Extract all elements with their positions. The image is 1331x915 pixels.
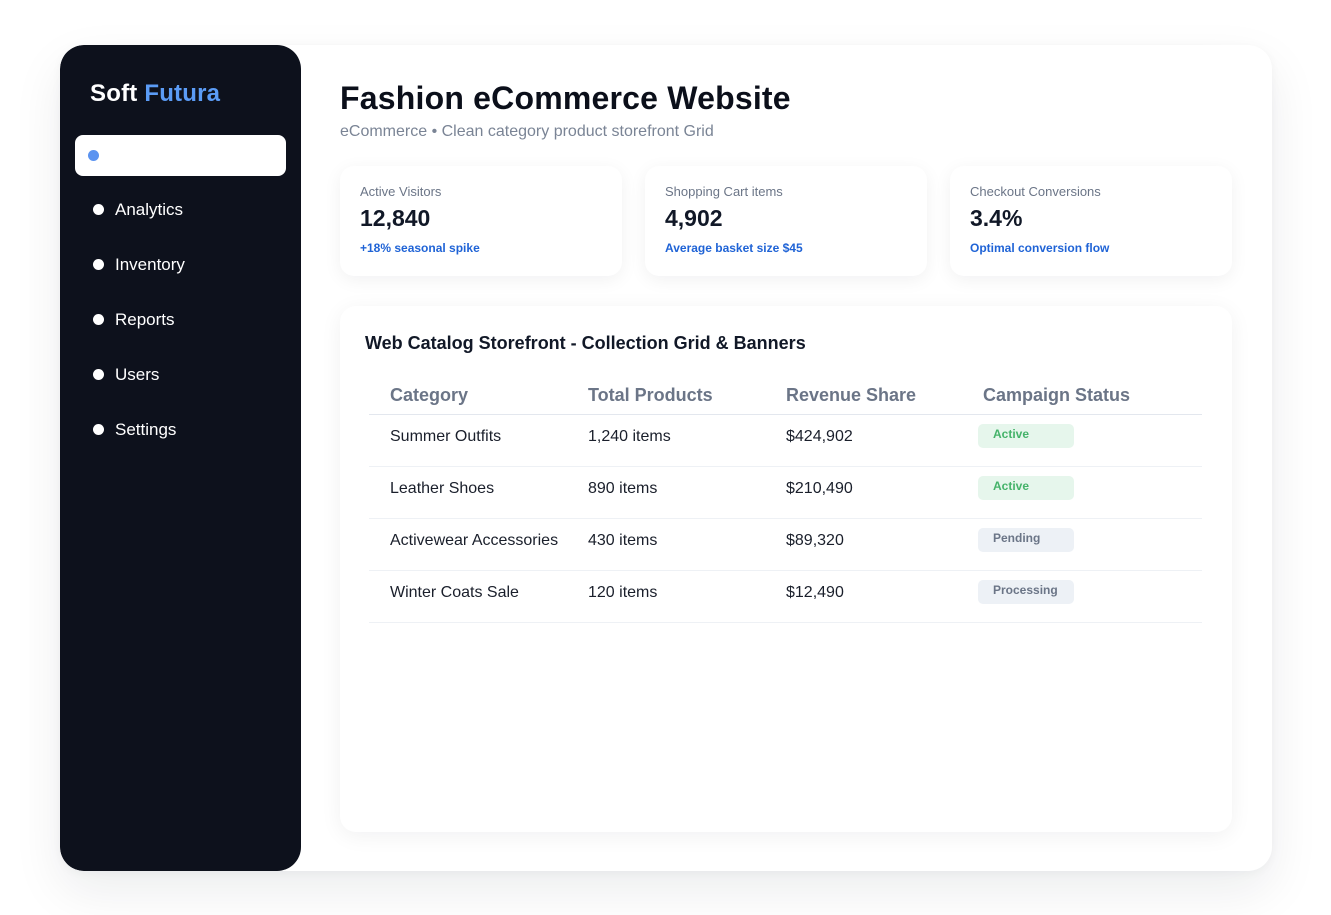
table-row[interactable]: Leather Shoes 890 items $210,490 Active	[369, 466, 1202, 519]
cell-category: Summer Outfits	[369, 414, 567, 467]
kpi-card-active-visitors: Active Visitors 12,840 +18% seasonal spi…	[340, 166, 622, 276]
cell-status: Active	[962, 466, 1202, 519]
kpi-label: Active Visitors	[360, 184, 442, 199]
brand-name-accent: Futura	[144, 80, 221, 107]
kpi-note: Optimal conversion flow	[970, 241, 1110, 255]
cell-revenue: $424,902	[765, 414, 962, 467]
sidebar-item-settings[interactable]: Settings	[60, 402, 301, 457]
kpi-label: Shopping Cart items	[665, 184, 783, 199]
cell-products: 430 items	[567, 518, 765, 571]
cell-products: 1,240 items	[567, 414, 765, 467]
bullet-dot-icon	[88, 150, 99, 161]
column-header-revenue-share[interactable]: Revenue Share	[765, 378, 962, 415]
table-header-row: Category Total Products Revenue Share Ca…	[369, 378, 1202, 415]
sidebar-item-inventory[interactable]: Inventory	[60, 237, 301, 292]
bullet-dot-icon	[93, 314, 104, 325]
app-window: Soft Futura Analytics Inventory Reports	[60, 45, 1272, 871]
kpi-value: 3.4%	[970, 205, 1023, 231]
status-badge: Active	[978, 475, 1074, 500]
sidebar-item-label: Reports	[115, 309, 175, 329]
cell-revenue: $12,490	[765, 570, 962, 623]
page-subtitle: eCommerce • Clean category product store…	[340, 123, 714, 140]
kpi-value: 12,840	[360, 205, 431, 231]
cell-status: Pending	[962, 518, 1202, 571]
cell-category: Winter Coats Sale	[369, 570, 567, 623]
sidebar-item-label: Users	[115, 364, 160, 384]
kpi-note: Average basket size $45	[665, 241, 803, 255]
table-row[interactable]: Activewear Accessories 430 items $89,320…	[369, 518, 1202, 571]
bullet-dot-icon	[93, 204, 104, 215]
cell-status: Active	[962, 414, 1202, 467]
column-header-category[interactable]: Category	[369, 378, 567, 415]
bullet-dot-icon	[93, 369, 104, 380]
cell-revenue: $89,320	[765, 518, 962, 571]
sidebar-item-label: Settings	[115, 419, 177, 439]
sidebar-item-analytics[interactable]: Analytics	[60, 182, 301, 237]
status-badge: Active	[978, 423, 1074, 448]
catalog-panel: Web Catalog Storefront - Collection Grid…	[340, 306, 1232, 832]
cell-products: 890 items	[567, 466, 765, 519]
kpi-row: Active Visitors 12,840 +18% seasonal spi…	[340, 166, 1232, 276]
bullet-dot-icon	[93, 259, 104, 270]
cell-category: Activewear Accessories	[369, 518, 567, 571]
status-badge: Pending	[978, 527, 1074, 552]
sidebar-item-label: Inventory	[115, 254, 185, 274]
kpi-note: +18% seasonal spike	[360, 241, 480, 255]
main-content: Fashion eCommerce Website eCommerce • Cl…	[301, 45, 1272, 871]
sidebar-item-label: Analytics	[115, 199, 184, 219]
table-row[interactable]: Summer Outfits 1,240 items $424,902 Acti…	[369, 414, 1202, 467]
sidebar-item-users[interactable]: Users	[60, 347, 301, 402]
cell-status: Processing	[962, 570, 1202, 623]
kpi-label: Checkout Conversions	[970, 184, 1101, 199]
cell-category: Leather Shoes	[369, 466, 567, 519]
column-header-total-products[interactable]: Total Products	[567, 378, 765, 415]
brand-name-first: Soft	[90, 80, 138, 107]
sidebar-item-reports[interactable]: Reports	[60, 292, 301, 347]
brand-logo: Soft Futura	[60, 79, 301, 113]
kpi-value: 4,902	[665, 205, 723, 231]
cell-revenue: $210,490	[765, 466, 962, 519]
column-header-campaign-status[interactable]: Campaign Status	[962, 378, 1202, 415]
table-row[interactable]: Winter Coats Sale 120 items $12,490 Proc…	[369, 570, 1202, 623]
status-badge: Processing	[978, 579, 1074, 604]
kpi-card-shopping-cart: Shopping Cart items 4,902 Average basket…	[645, 166, 927, 276]
catalog-table: Category Total Products Revenue Share Ca…	[369, 378, 1202, 623]
sidebar-item-active[interactable]	[75, 135, 286, 176]
page-title: Fashion eCommerce Website	[340, 80, 791, 116]
sidebar-nav: Analytics Inventory Reports Users Settin…	[60, 135, 301, 457]
sidebar: Soft Futura Analytics Inventory Reports	[60, 45, 301, 871]
panel-title: Web Catalog Storefront - Collection Grid…	[365, 333, 806, 353]
cell-products: 120 items	[567, 570, 765, 623]
kpi-card-checkout-conversions: Checkout Conversions 3.4% Optimal conver…	[950, 166, 1232, 276]
bullet-dot-icon	[93, 424, 104, 435]
